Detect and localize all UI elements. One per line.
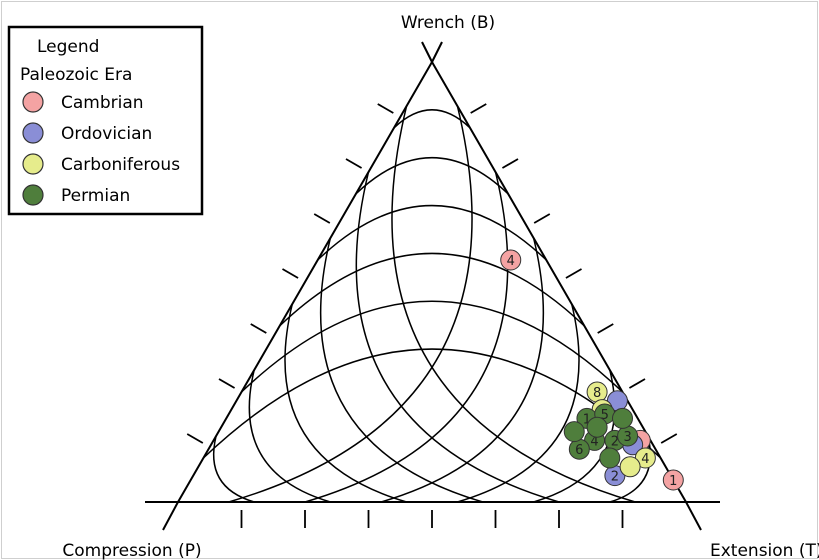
data-point-label: 2 [611, 470, 619, 485]
legend-swatch [22, 153, 44, 175]
data-point [619, 456, 641, 478]
data-point-label: 4 [590, 434, 598, 449]
grid-curve [609, 435, 652, 503]
grid-curve [319, 237, 484, 503]
data-point-label: 1 [583, 412, 591, 427]
grid-curve [393, 109, 471, 129]
data-point-marker [500, 249, 522, 271]
axis-label-left: Compression (P) [62, 541, 201, 560]
axis-label-right: Extension (T) [710, 541, 819, 560]
tick-mark [250, 323, 267, 334]
data-point [612, 407, 633, 429]
legend-items: Cambrian Ordovician Carboniferous Permian [22, 91, 180, 206]
legend-title: Legend [37, 37, 99, 57]
data-point-label: 4 [507, 254, 515, 269]
triangle-frame [145, 41, 720, 531]
legend-subtitle: Paleozoic Era [20, 65, 132, 85]
grid-curve [317, 204, 547, 261]
tick-mark [345, 158, 363, 169]
tick-mark [628, 378, 646, 389]
tick-mark [597, 323, 614, 334]
tick-mark [660, 433, 678, 444]
legend-item: Ordovician [22, 122, 152, 144]
grid-curve [304, 171, 509, 503]
tick-mark [533, 213, 551, 224]
grid-curve [228, 105, 473, 503]
legend-swatch [22, 91, 44, 113]
grid-curve [391, 105, 636, 503]
legend: Legend Paleozoic Era CambrianOrdovicianC… [7, 25, 204, 216]
data-point-marker [599, 447, 621, 469]
grid-curve [284, 303, 407, 503]
tick-mark [218, 378, 236, 389]
triangle-outline [176, 59, 688, 503]
grid-curve [248, 369, 331, 503]
tick-mark [282, 268, 299, 279]
data-point-label: 4 [641, 452, 649, 467]
legend-swatch [22, 184, 44, 206]
data-point [586, 416, 608, 438]
legend-label: Carboniferous [61, 155, 180, 175]
data-point-label: 3 [623, 430, 631, 445]
data-point-marker [662, 469, 684, 491]
tick-mark [186, 433, 204, 444]
grid-curve [212, 435, 255, 503]
data-point [599, 447, 621, 469]
grid-curve [240, 300, 624, 393]
grid-curve [380, 237, 545, 503]
legend-box [7, 25, 204, 216]
data-point [563, 421, 585, 443]
grid-curve [355, 171, 560, 503]
vertex-extension-top-l [421, 41, 433, 63]
tick-mark [501, 158, 519, 169]
tick-marks [186, 103, 678, 528]
data-point-marker [612, 407, 633, 429]
tick-mark [565, 268, 582, 279]
tick-mark [470, 103, 487, 114]
data-point-label: 1 [669, 474, 677, 489]
data-point-label: 2 [611, 434, 619, 449]
data-point-marker [586, 416, 608, 438]
vertex-extension-left [162, 501, 179, 531]
grid-curve [457, 303, 580, 503]
tick-mark [377, 103, 394, 114]
legend-swatch [22, 122, 44, 144]
legend-label: Permian [61, 186, 130, 206]
ternary-grid [202, 105, 662, 503]
legend-label: Ordovician [61, 124, 152, 144]
vertex-extension-right [685, 501, 702, 531]
legend-item: Carboniferous [22, 153, 180, 175]
tick-mark [313, 213, 331, 224]
data-point-label: 6 [575, 443, 583, 458]
data-point-marker [619, 456, 641, 478]
axis-label-top: Wrench (B) [401, 13, 495, 33]
data-point: 1 [662, 469, 684, 491]
data-point-marker [563, 421, 585, 443]
data-point-label: 5 [601, 408, 609, 423]
legend-label: Cambrian [61, 93, 144, 113]
data-point: 4 [500, 249, 522, 271]
data-point: 3 [617, 425, 639, 447]
grid-curve [355, 156, 509, 195]
grid-curve [279, 252, 585, 327]
data-point: 6 [568, 438, 590, 460]
data-point-label: 8 [593, 386, 601, 401]
legend-item: Cambrian [22, 91, 144, 113]
vertex-extension-top-r [431, 41, 443, 63]
legend-item: Permian [22, 184, 130, 206]
data-point: 8 [586, 381, 608, 403]
